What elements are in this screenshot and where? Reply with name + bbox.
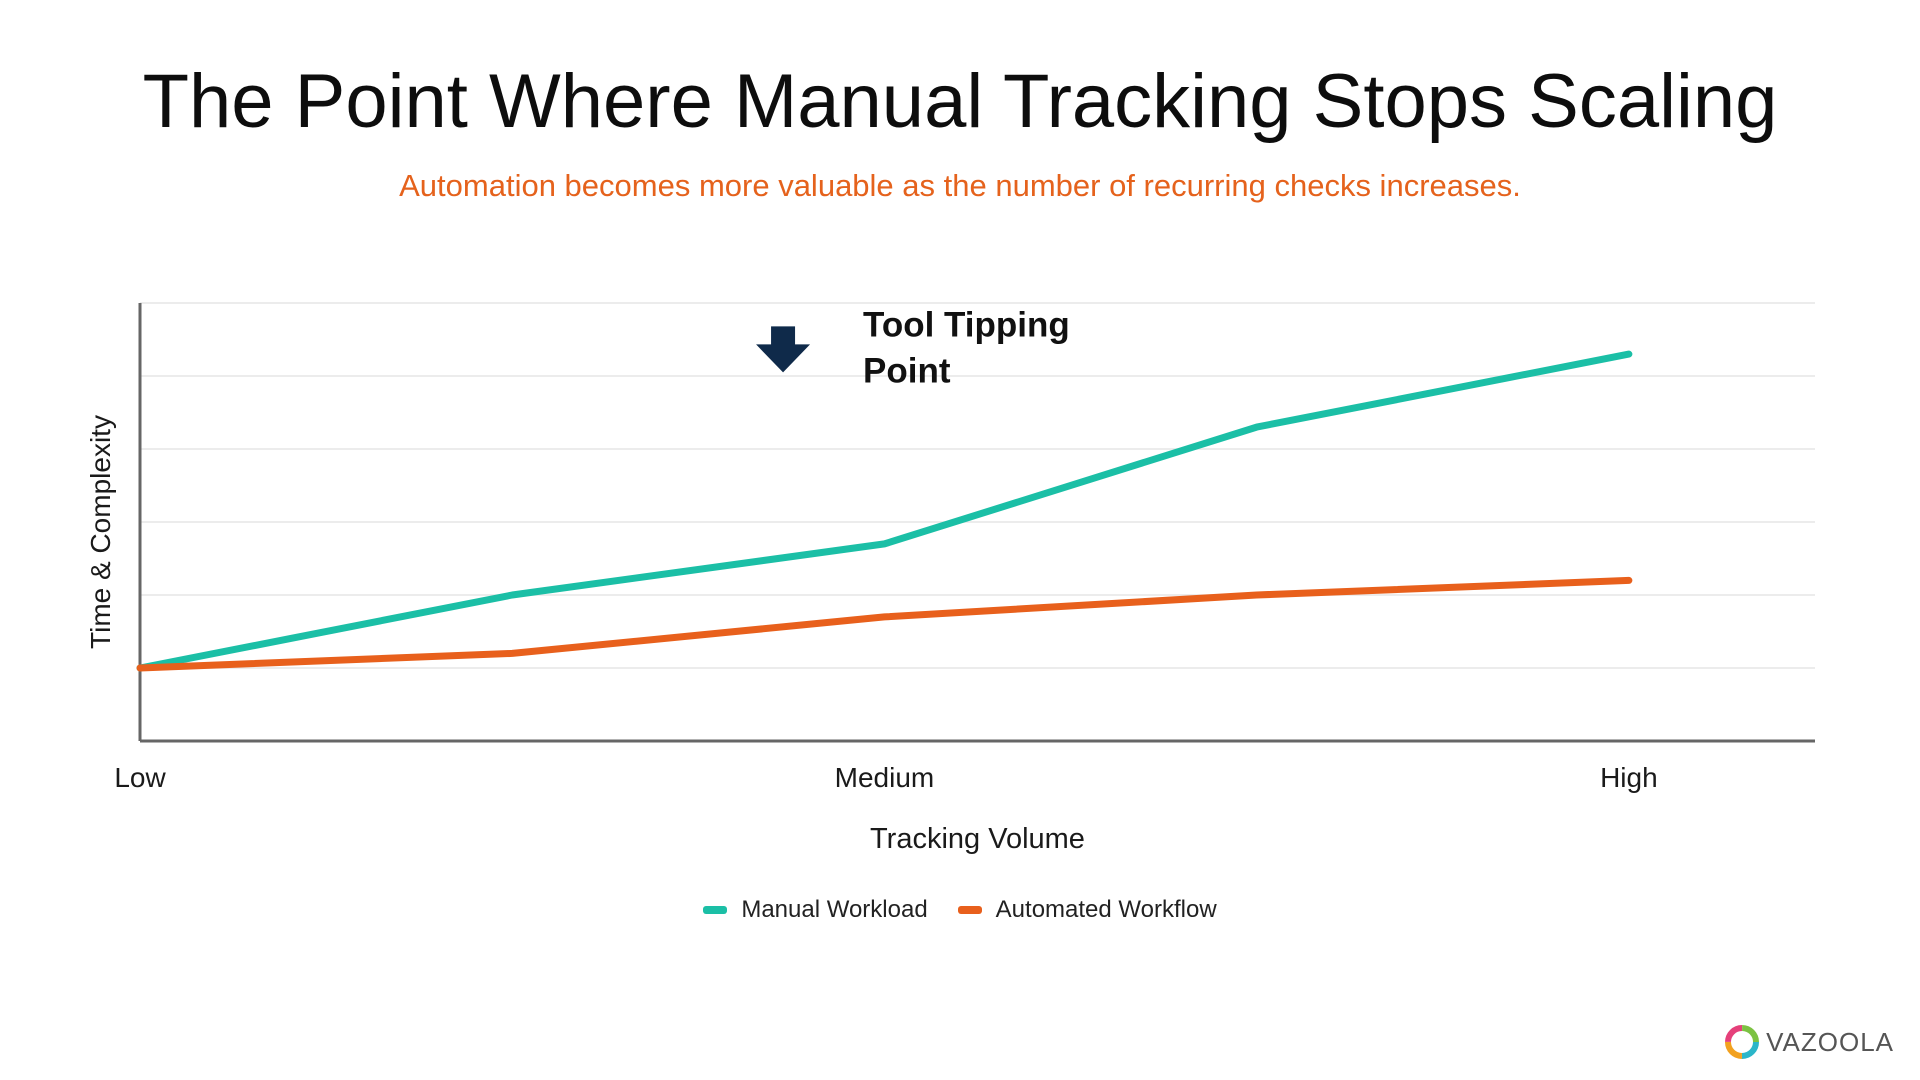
legend-label-manual: Manual Workload — [741, 896, 928, 923]
legend-swatch-manual — [703, 906, 728, 914]
series-line-0 — [136, 350, 1633, 672]
annotation-text-line-0: Tool Tipping — [863, 305, 1070, 344]
x-axis-title: Tracking Volume — [870, 823, 1085, 855]
legend-item-manual-workload: Manual Workload — [703, 896, 928, 924]
y-axis-title: Time & Complexity — [85, 415, 116, 649]
series-line-1 — [136, 576, 1633, 672]
x-tick-label-2: High — [1600, 762, 1658, 793]
logo-ring-icon — [1725, 1025, 1760, 1059]
logo-text: VAZOOLA — [1766, 1026, 1894, 1057]
down-arrow-icon — [756, 326, 811, 373]
legend-swatch-automated — [957, 906, 982, 914]
x-tick-label-1: Medium — [835, 762, 935, 793]
x-tick-label-0: Low — [114, 762, 166, 793]
legend-item-automated-workflow: Automated Workflow — [957, 896, 1217, 924]
legend: Manual Workload Automated Workflow — [0, 896, 1920, 924]
chart-subtitle: Automation becomes more valuable as the … — [399, 168, 1521, 203]
chart-title: The Point Where Manual Tracking Stops Sc… — [142, 59, 1778, 144]
annotation-text-line-1: Point — [863, 351, 951, 390]
vazoola-logo: VAZOOLA — [1722, 1022, 1894, 1062]
legend-label-automated: Automated Workflow — [995, 896, 1217, 923]
